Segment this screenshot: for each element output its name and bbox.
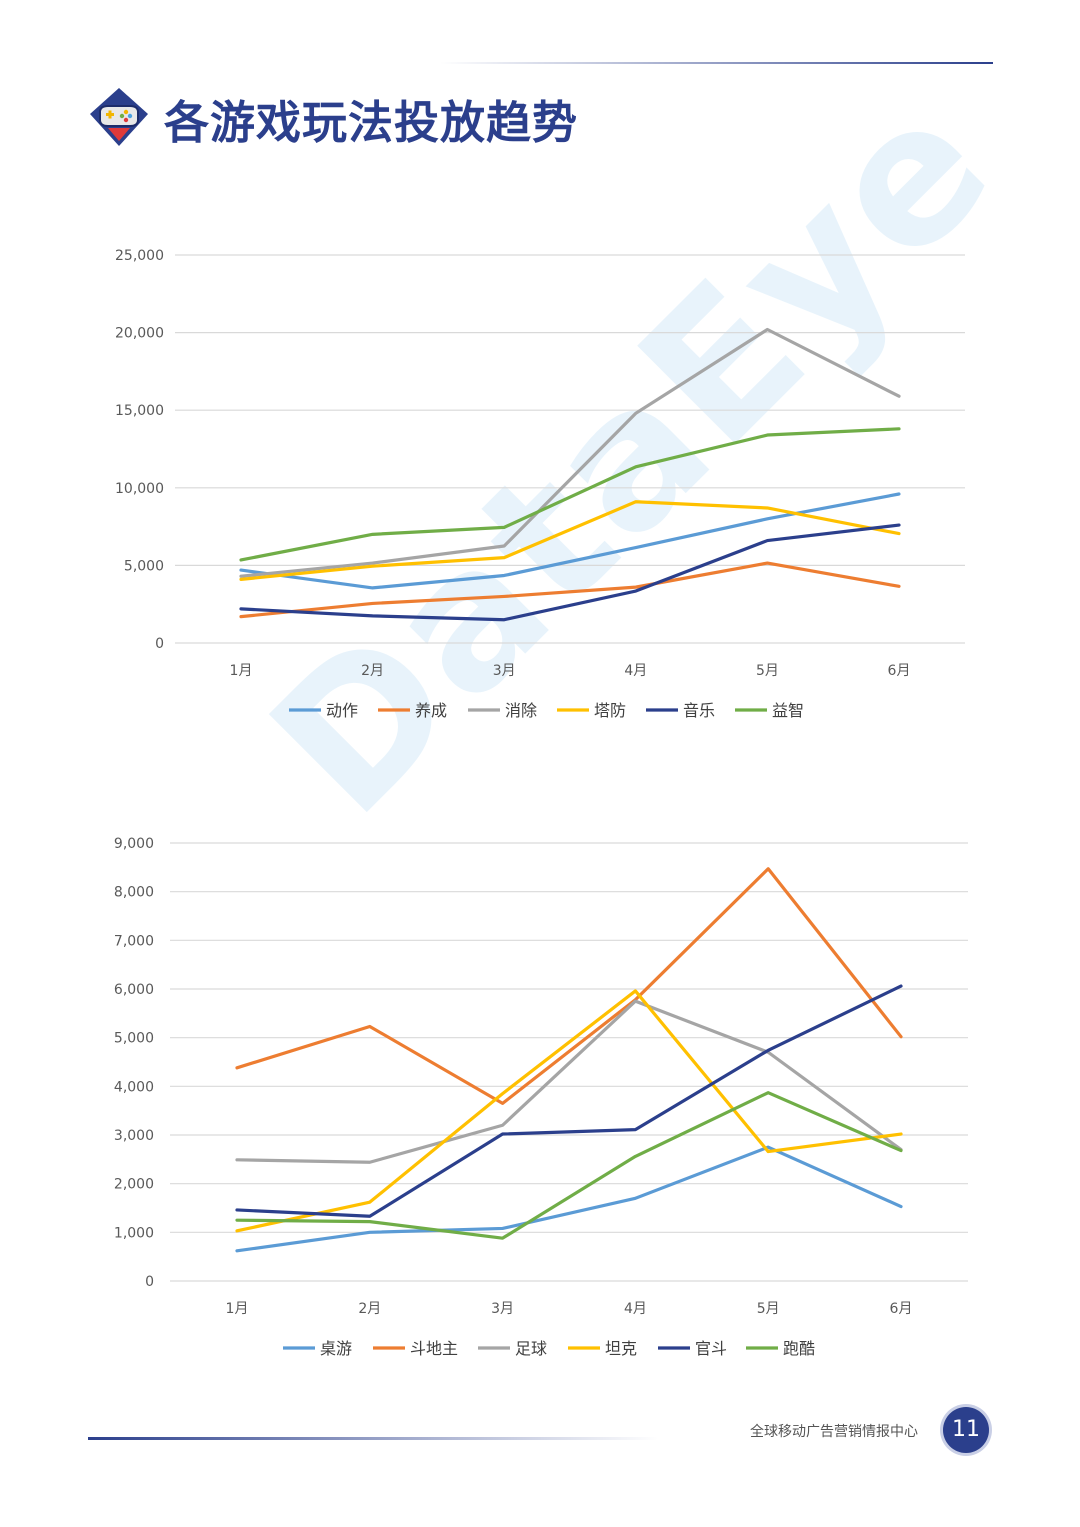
series-line-5 <box>239 523 901 622</box>
series-line-4 <box>239 500 901 581</box>
legend-label: 足球 <box>515 1339 547 1358</box>
chart-gameplay-trend-1: 0 5,000 10,000 15,000 20,000 25,000 1月 2月 3月 4月 5月… <box>115 248 965 720</box>
bottom-decorative-rule <box>88 1437 658 1440</box>
series-line-6 <box>235 1091 903 1240</box>
y-tick-label: 25,000 <box>115 248 164 264</box>
y-tick-label: 20,000 <box>115 326 164 342</box>
legend-label: 益智 <box>772 701 804 720</box>
legend-label: 坦克 <box>605 1339 637 1358</box>
y-tick-label: 5,000 <box>114 1031 154 1047</box>
y-tick-label: 4,000 <box>114 1079 154 1095</box>
page-number-badge: 11 <box>943 1407 989 1453</box>
page-title: 各游戏玩法投放趋势 <box>164 96 579 149</box>
y-tick-label: 7,000 <box>114 933 154 949</box>
x-tick-label: 5月 <box>756 663 779 679</box>
series-line-1 <box>239 492 901 590</box>
y-tick-label: 0 <box>155 636 164 652</box>
x-tick-label: 6月 <box>890 1301 913 1317</box>
chart-gameplay-trend-2: 0 1,000 2,000 3,000 4,000 5,000 6,000 7,000 8,00… <box>114 836 968 1358</box>
series-line-1 <box>235 1145 903 1253</box>
legend-label: 养成 <box>415 701 447 720</box>
x-tick-label: 4月 <box>624 1301 647 1317</box>
x-tick-label: 2月 <box>361 663 384 679</box>
y-tick-label: 1,000 <box>114 1225 154 1241</box>
x-tick-label: 5月 <box>757 1301 780 1317</box>
x-tick-label: 6月 <box>888 663 911 679</box>
y-tick-label: 6,000 <box>114 982 154 998</box>
x-tick-label: 1月 <box>230 663 253 679</box>
x-tick-label: 3月 <box>493 663 516 679</box>
legend-label: 消除 <box>505 701 537 720</box>
top-decorative-rule <box>440 62 993 64</box>
y-tick-label: 3,000 <box>114 1128 154 1144</box>
y-tick-label: 2,000 <box>114 1177 154 1193</box>
series-line-3 <box>239 327 901 578</box>
y-tick-label: 10,000 <box>115 481 164 497</box>
legend-label: 音乐 <box>683 701 715 720</box>
x-tick-label: 1月 <box>226 1301 249 1317</box>
series-line-5 <box>235 984 903 1218</box>
y-tick-label: 9,000 <box>114 836 154 852</box>
series-line-3 <box>235 999 903 1164</box>
footer-text: 全球移动广告营销情报中心 <box>750 1424 918 1440</box>
legend-label: 桌游 <box>320 1339 352 1358</box>
x-tick-label: 4月 <box>624 663 647 679</box>
legend-label: 跑酷 <box>783 1339 815 1358</box>
legend-label: 斗地主 <box>410 1339 458 1358</box>
series-line-2 <box>235 867 903 1105</box>
series-line-6 <box>239 427 901 562</box>
x-tick-label: 2月 <box>358 1301 381 1317</box>
gamepad-logo-icon <box>90 88 148 146</box>
y-tick-label: 15,000 <box>115 403 164 419</box>
legend-label: 官斗 <box>695 1339 727 1358</box>
x-tick-label: 3月 <box>491 1301 514 1317</box>
y-tick-label: 0 <box>145 1274 154 1290</box>
legend-label: 动作 <box>326 701 358 720</box>
legend-label: 塔防 <box>594 701 626 720</box>
y-tick-label: 5,000 <box>124 558 164 574</box>
series-line-2 <box>239 561 901 619</box>
series-line-4 <box>235 989 903 1233</box>
y-tick-label: 8,000 <box>114 885 154 901</box>
